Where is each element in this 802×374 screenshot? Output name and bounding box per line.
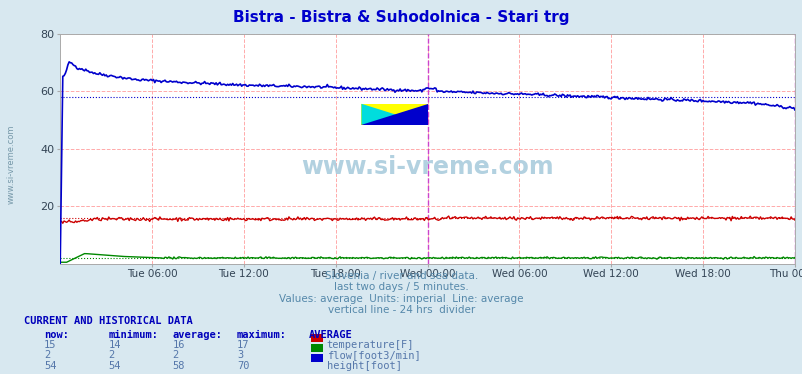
Text: Values: average  Units: imperial  Line: average: Values: average Units: imperial Line: av… — [279, 294, 523, 304]
Text: height[foot]: height[foot] — [326, 361, 401, 371]
Text: temperature[F]: temperature[F] — [326, 340, 414, 350]
Text: 54: 54 — [44, 361, 57, 371]
Text: Slovenia / river and sea data.: Slovenia / river and sea data. — [325, 271, 477, 281]
Text: CURRENT AND HISTORICAL DATA: CURRENT AND HISTORICAL DATA — [24, 316, 192, 326]
Text: last two days / 5 minutes.: last two days / 5 minutes. — [334, 282, 468, 292]
Text: 3: 3 — [237, 350, 243, 361]
Text: 2: 2 — [44, 350, 51, 361]
Text: 16: 16 — [172, 340, 185, 350]
Text: 70: 70 — [237, 361, 249, 371]
Text: vertical line - 24 hrs  divider: vertical line - 24 hrs divider — [327, 305, 475, 315]
Text: minimum:: minimum: — [108, 330, 158, 340]
Text: 2: 2 — [172, 350, 179, 361]
Text: AVERAGE: AVERAGE — [309, 330, 352, 340]
Text: 54: 54 — [108, 361, 121, 371]
Polygon shape — [361, 104, 427, 125]
Text: 15: 15 — [44, 340, 57, 350]
Text: www.si-vreme.com: www.si-vreme.com — [6, 125, 15, 204]
Text: www.si-vreme.com: www.si-vreme.com — [301, 155, 553, 179]
Text: flow[foot3/min]: flow[foot3/min] — [326, 350, 420, 361]
Polygon shape — [361, 104, 427, 125]
Text: maximum:: maximum: — [237, 330, 286, 340]
Text: 17: 17 — [237, 340, 249, 350]
Text: 58: 58 — [172, 361, 185, 371]
Text: now:: now: — [44, 330, 69, 340]
Text: 14: 14 — [108, 340, 121, 350]
Bar — [361, 104, 427, 125]
Text: 2: 2 — [108, 350, 115, 361]
Text: average:: average: — [172, 330, 222, 340]
Text: Bistra - Bistra & Suhodolnica - Stari trg: Bistra - Bistra & Suhodolnica - Stari tr… — [233, 10, 569, 25]
